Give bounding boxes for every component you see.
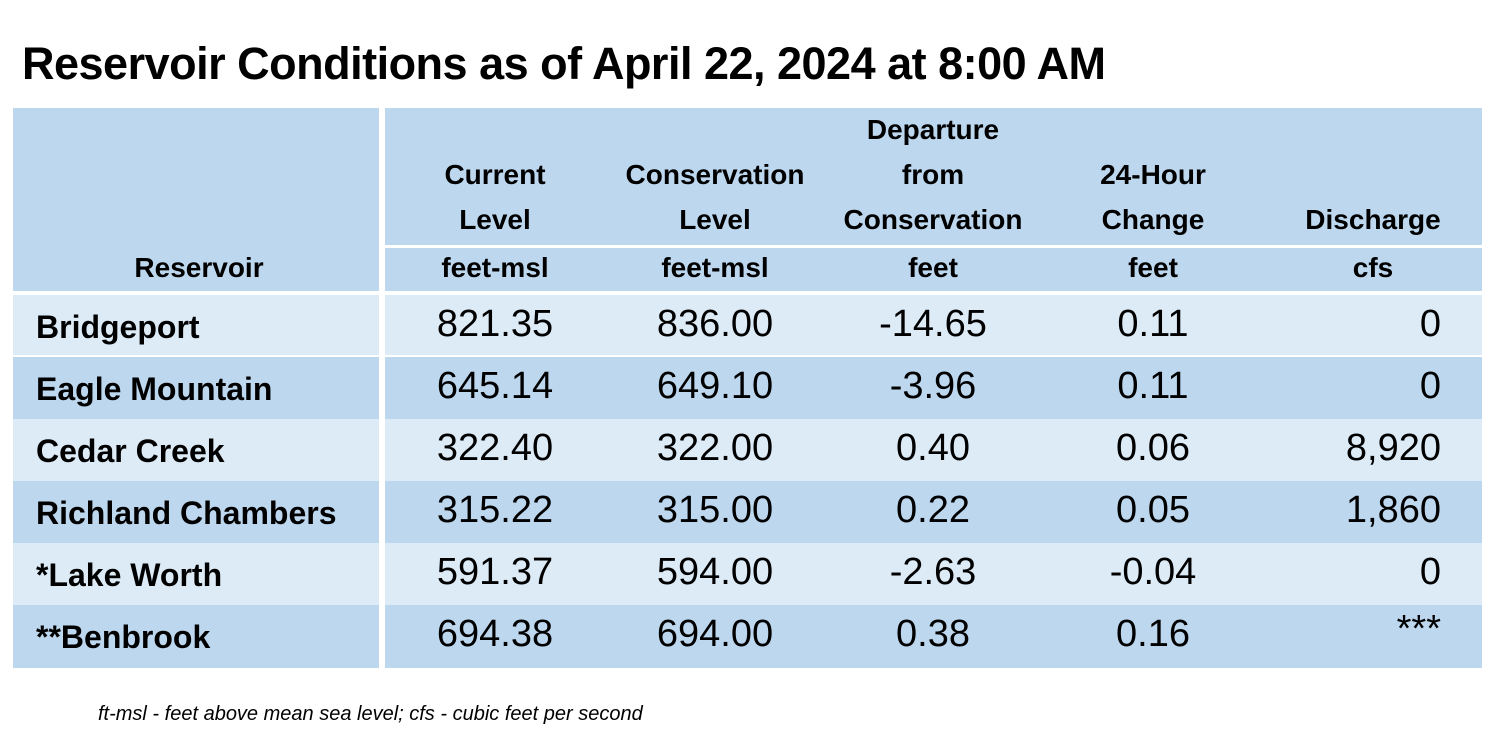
footnote: ft-msl - feet above mean sea level; cfs … [98, 703, 643, 725]
table-row-values [385, 543, 1482, 605]
header-change-line1: 24-Hour [1100, 159, 1206, 190]
current-level-value: 821.35 [436, 303, 554, 345]
header-departure-unit: feet [908, 252, 958, 283]
header-discharge-line1: Discharge [1305, 204, 1441, 235]
header-columns-cell [385, 108, 1482, 245]
table-row [13, 481, 379, 543]
header-current-line2: Level [459, 204, 531, 235]
departure-value: 0.40 [896, 427, 970, 469]
header-departure-line1: Departure [866, 114, 1000, 145]
departure-value: -3.96 [889, 365, 977, 407]
reservoir-name: Richland Chambers [36, 495, 337, 531]
reservoir-name: **Benbrook [36, 619, 211, 655]
reservoir-name: Eagle Mountain [36, 371, 273, 407]
reservoir-name: Bridgeport [36, 309, 200, 345]
header-departure-line3: Conservation [843, 204, 1023, 235]
header-units-cell [385, 248, 1482, 291]
current-level-value: 645.14 [436, 365, 554, 407]
current-level-value: 315.22 [436, 489, 554, 531]
discharge-value: *** [1396, 608, 1441, 650]
change-value: 0.11 [1117, 303, 1189, 345]
header-conservation-unit: feet-msl [661, 252, 769, 283]
conservation-level-value: 315.00 [656, 489, 774, 531]
header-reservoir: Reservoir [134, 252, 264, 283]
discharge-value: 0 [1419, 365, 1441, 407]
departure-value: -2.63 [889, 551, 977, 593]
header-departure-line2: from [901, 159, 965, 190]
table-row-values [385, 419, 1482, 481]
table-row [13, 543, 379, 605]
header-current-line1: Current [444, 159, 546, 190]
reservoir-name: Cedar Creek [36, 433, 225, 469]
current-level-value: 322.40 [436, 427, 554, 469]
reservoir-table: Reservoir Current Level feet-msl Conserv… [13, 108, 1482, 668]
table-row [13, 605, 379, 668]
discharge-value: 0 [1419, 303, 1441, 345]
change-value: 0.16 [1116, 613, 1190, 655]
change-value: 0.05 [1116, 489, 1190, 531]
page-title: Reservoir Conditions as of April 22, 202… [22, 38, 1106, 89]
change-value: 0.11 [1117, 365, 1189, 407]
header-conservation-line2: Level [679, 204, 751, 235]
header-change-line2: Change [1101, 204, 1205, 235]
current-level-value: 591.37 [436, 551, 554, 593]
current-level-value: 694.38 [436, 613, 554, 655]
conservation-level-value: 836.00 [656, 303, 774, 345]
departure-value: -14.65 [879, 303, 987, 345]
departure-value: 0.22 [896, 489, 970, 531]
table-row [13, 419, 379, 481]
conservation-level-value: 594.00 [656, 551, 774, 593]
table-row-values [385, 357, 1482, 419]
conservation-level-value: 649.10 [656, 365, 774, 407]
header-change-unit: feet [1128, 252, 1178, 283]
change-value: 0.06 [1116, 427, 1190, 469]
table-row [13, 295, 379, 355]
reservoir-name: *Lake Worth [36, 557, 223, 593]
header-discharge-unit: cfs [1352, 252, 1394, 283]
header-reservoir-cell [13, 108, 379, 291]
table-row-values [385, 295, 1482, 355]
conservation-level-value: 322.00 [656, 427, 774, 469]
change-value: -0.04 [1109, 551, 1197, 593]
table-row [13, 357, 379, 419]
header-current-unit: feet-msl [441, 252, 549, 283]
discharge-value: 0 [1419, 551, 1441, 593]
table-row-values [385, 605, 1482, 668]
discharge-value: 8,920 [1345, 427, 1441, 469]
conservation-level-value: 694.00 [656, 613, 774, 655]
discharge-value: 1,860 [1345, 489, 1441, 531]
departure-value: 0.38 [896, 613, 970, 655]
header-conservation-line1: Conservation [625, 159, 805, 190]
table-row-values [385, 481, 1482, 543]
